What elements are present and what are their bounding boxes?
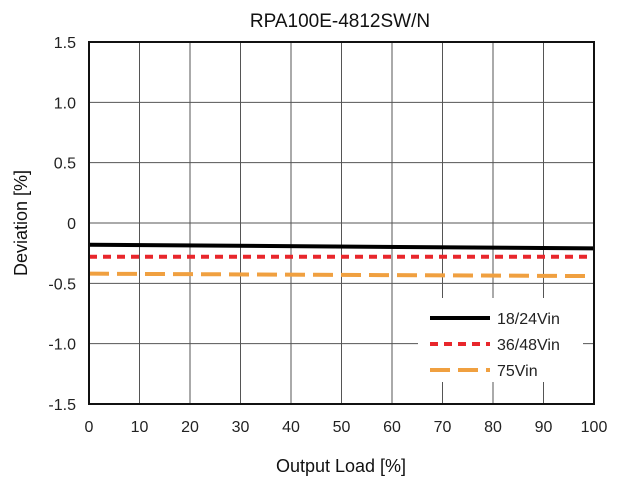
x-tick-label: 0	[85, 419, 94, 436]
y-tick-label: 1.5	[54, 35, 76, 52]
x-tick-label: 40	[282, 419, 300, 436]
series-line-1	[88, 242, 595, 251]
x-tick-label: 50	[333, 419, 351, 436]
plot-frame	[88, 41, 595, 405]
y-tick-labels: 1.5 1.0 0.5 0 -0.5 -1.0 -1.5	[48, 35, 76, 414]
series-line-3	[88, 271, 595, 279]
legend-label-1: 18/24Vin	[497, 311, 560, 328]
x-tick-label: 10	[131, 419, 149, 436]
x-tick-label: 80	[484, 419, 502, 436]
series-layer	[88, 242, 595, 279]
y-tick-label: -1.0	[48, 337, 76, 354]
x-tick-labels: 0 10 20 30 40 50 60 70 80 90 100	[85, 419, 608, 436]
x-axis-title: Output Load [%]	[276, 456, 406, 476]
y-axis-title: Deviation [%]	[11, 170, 31, 276]
x-tick-label: 20	[181, 419, 199, 436]
y-tick-label: 0	[67, 216, 76, 233]
x-tick-label: 90	[535, 419, 553, 436]
y-tick-label: -0.5	[48, 276, 76, 293]
x-tick-label: 100	[581, 419, 608, 436]
legend: 18/24Vin 36/48Vin 75Vin	[418, 298, 583, 382]
legend-label-3: 75Vin	[497, 363, 538, 380]
chart-title: RPA100E-4812SW/N	[250, 11, 430, 32]
y-tick-label: 0.5	[54, 156, 76, 173]
x-tick-label: 30	[232, 419, 250, 436]
y-tick-label: 1.0	[54, 95, 76, 112]
legend-label-2: 36/48Vin	[497, 337, 560, 354]
y-tick-label: -1.5	[48, 397, 76, 414]
x-tick-label: 60	[383, 419, 401, 436]
x-tick-label: 70	[434, 419, 452, 436]
